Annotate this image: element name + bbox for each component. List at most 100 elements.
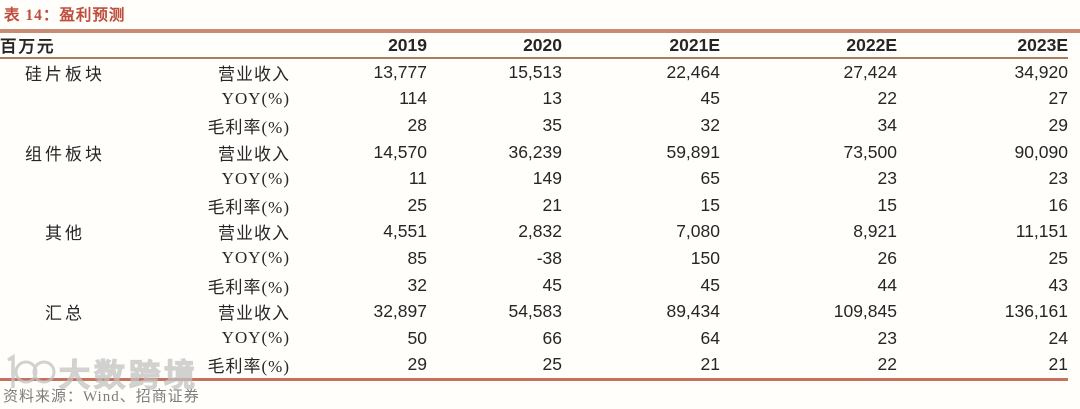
value-cell: 7,080: [676, 221, 720, 242]
value-cell: 66: [542, 327, 562, 348]
table-row: YOY(%) 50 66 64 23 24: [0, 325, 1068, 352]
title-rule: [0, 29, 1080, 33]
value-cell: 2,832: [518, 221, 562, 242]
value-cell: 29: [407, 354, 427, 375]
value-cell: 14,570: [373, 141, 427, 162]
table-row: YOY(%) 114 13 45 22 27: [0, 86, 1068, 113]
value-cell: 45: [542, 274, 562, 295]
table-row: 硅片板块 营业收入 13,777 15,513 22,464 27,424 34,920: [0, 58, 1068, 86]
value-cell: 13,777: [373, 61, 427, 82]
value-cell: 15: [700, 194, 720, 215]
value-cell: 4,551: [383, 221, 427, 242]
segment-label: 汇总: [45, 304, 85, 324]
segment-label: [0, 272, 130, 299]
value-cell: 89,434: [666, 301, 720, 322]
value-cell: 11,151: [1015, 221, 1068, 242]
table-title: 表 14：盈利预测: [4, 7, 126, 24]
value-cell: 11: [408, 168, 427, 189]
value-cell: 114: [399, 88, 427, 109]
table-body: 硅片板块营业收入 13,777 15,513 22,464 27,424 34,920 YO…: [0, 58, 1068, 380]
metric-label: 毛利率(%): [207, 197, 290, 217]
value-cell: 32,897: [373, 301, 427, 322]
table-row: 毛利率(%) 28 35 32 34 29: [0, 112, 1068, 139]
value-cell: 25: [542, 354, 562, 375]
value-cell: 13: [542, 88, 562, 109]
table-row: 毛利率(%) 29 25 21 22 21: [0, 352, 1068, 380]
value-cell: 45: [700, 274, 720, 295]
metric-label: YOY(%): [221, 168, 290, 188]
value-cell: 24: [1048, 327, 1068, 348]
value-cell: 23: [877, 327, 897, 348]
table-row: 毛利率(%) 32 45 45 44 43: [0, 272, 1068, 299]
year-header-2022e: 2022E: [846, 34, 897, 55]
value-cell: 28: [407, 114, 427, 135]
value-cell: 21: [1048, 354, 1068, 375]
metric-label: 营业收入: [218, 144, 290, 164]
value-cell: 26: [877, 247, 897, 268]
value-cell: 15: [877, 194, 897, 215]
value-cell: 25: [407, 194, 427, 215]
table-row: 毛利率(%) 25 21 15 15 16: [0, 192, 1068, 219]
metric-label: 营业收入: [218, 224, 290, 244]
segment-label: [0, 165, 130, 192]
segment-label: 硅片板块: [25, 64, 105, 84]
value-cell: 85: [407, 247, 427, 268]
value-cell: 22: [877, 354, 897, 375]
source-note: 资料来源：Wind、招商证券: [0, 385, 1080, 406]
table-row: 其他 营业收入 4,551 2,832 7,080 8,921 11,151: [0, 219, 1068, 246]
value-cell: 8,921: [853, 221, 897, 242]
value-cell: 73,500: [843, 141, 897, 162]
value-cell: 50: [407, 327, 427, 348]
metric-label: 毛利率(%): [207, 117, 290, 137]
table-row: 汇总 营业收入 32,897 54,583 89,434 109,845 136,161: [0, 298, 1068, 325]
metric-label: YOY(%): [221, 328, 290, 348]
metric-label: YOY(%): [221, 248, 290, 268]
value-cell: 23: [1048, 168, 1068, 189]
value-cell: 29: [1048, 114, 1068, 135]
value-cell: 27: [1048, 88, 1068, 109]
metric-label: 营业收入: [218, 304, 290, 324]
value-cell: 45: [700, 88, 720, 109]
value-cell: 32: [407, 274, 427, 295]
year-header-2023e: 2023E: [1017, 34, 1068, 55]
metric-label: 毛利率(%): [207, 357, 290, 377]
year-header-2020: 2020: [523, 34, 562, 55]
value-cell: 35: [542, 114, 562, 135]
value-cell: 136,161: [1004, 301, 1068, 322]
value-cell: 34: [877, 114, 897, 135]
header-row: 百万元 2019 2020 2021E 2022E 2023E: [0, 33, 1068, 58]
value-cell: 64: [700, 327, 720, 348]
profit-forecast-table: 百万元 2019 2020 2021E 2022E 2023E 硅片板块营业收入…: [0, 33, 1068, 382]
value-cell: 22,464: [666, 61, 720, 82]
value-cell: 59,891: [666, 141, 720, 162]
table-row: YOY(%) 11 149 65 23 23: [0, 165, 1068, 192]
segment-label: [0, 352, 130, 380]
value-cell: 27,424: [843, 61, 897, 82]
value-cell: 22: [877, 88, 897, 109]
table-row: YOY(%) 85 -38 150 26 25: [0, 245, 1068, 272]
value-cell: 90,090: [1014, 141, 1068, 162]
value-cell: 54,583: [508, 301, 562, 322]
value-cell: 43: [1048, 274, 1068, 295]
metric-label: 毛利率(%): [207, 277, 290, 297]
value-cell: 21: [542, 194, 562, 215]
value-cell: 65: [700, 168, 720, 189]
value-cell: -38: [536, 247, 562, 268]
value-cell: 32: [700, 114, 720, 135]
value-cell: 21: [700, 354, 720, 375]
table-row: 组件板块 营业收入 14,570 36,239 59,891 73,500 90,090: [0, 139, 1068, 166]
value-cell: 15,513: [508, 61, 562, 82]
year-header-2021e: 2021E: [669, 34, 720, 55]
year-header-2019: 2019: [388, 34, 427, 55]
value-cell: 149: [532, 168, 562, 189]
value-cell: 44: [877, 274, 897, 295]
segment-label: 组件板块: [25, 144, 105, 164]
segment-label: [0, 112, 130, 139]
segment-label: [0, 86, 130, 113]
unit-header: 百万元: [0, 37, 56, 56]
value-cell: 109,845: [833, 301, 897, 322]
value-cell: 34,920: [1014, 61, 1068, 82]
source-note-text: 资料来源：Wind、招商证券: [3, 389, 200, 406]
value-cell: 150: [690, 247, 720, 268]
